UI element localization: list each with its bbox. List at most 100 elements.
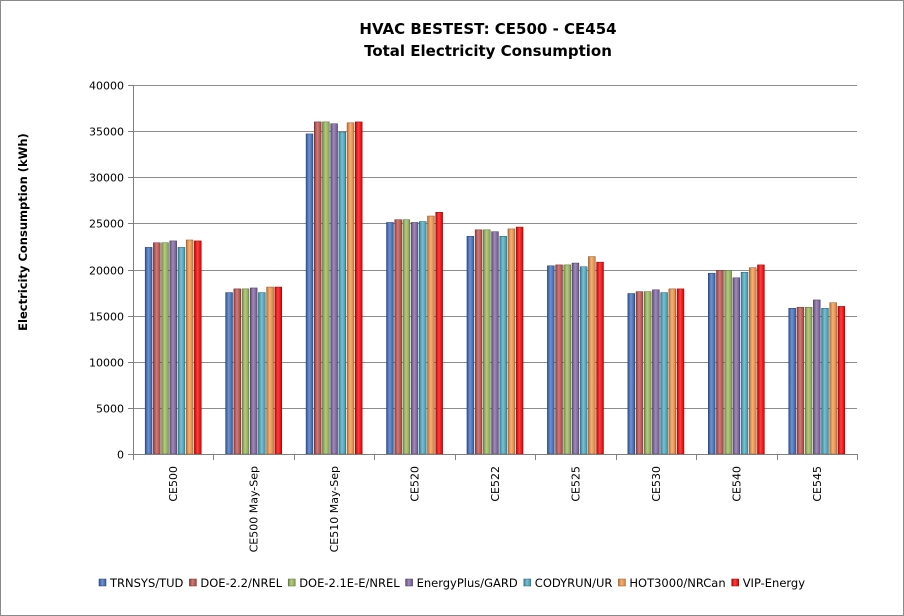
x-tick-label-ce500-may-sep: CE500 May-Sep xyxy=(248,466,261,552)
bar-doe-2-2-nrel-ce500-may-sep xyxy=(233,288,241,455)
axes xyxy=(133,85,857,455)
chart-title: HVAC BESTEST: CE500 - CE454 xyxy=(359,20,616,38)
y-axis-label: Electricity Consumption (kWh) xyxy=(16,133,30,331)
bar-trnsys-tud-ce545 xyxy=(788,308,796,455)
bar-codyrun-ur-ce500-may-sep xyxy=(258,292,266,455)
legend-label-doe-2-2-nrel: DOE-2.2/NREL xyxy=(200,576,282,590)
legend-label-hot3000-nrcan: HOT3000/NRCan xyxy=(629,576,725,590)
x-tick-label-ce500: CE500 xyxy=(167,466,180,502)
x-tick-label-ce540: CE540 xyxy=(730,466,743,502)
x-axis-ticks: CE500 CE500 May-Sep CE510 May-Sep CE520 CE52… xyxy=(133,454,858,552)
bar-hot3000-nrcan-ce500 xyxy=(185,239,194,455)
bar-hot3000-nrcan-ce545 xyxy=(829,302,837,455)
y-tick-label-0: 0 xyxy=(117,449,124,462)
x-tick-label-ce522: CE522 xyxy=(489,466,502,502)
bar-vip-energy-ce522 xyxy=(515,226,524,455)
bar-codyrun-ur-ce500 xyxy=(177,247,186,455)
bar-doe-2-1e-e-nrel-ce500-may-sep xyxy=(241,288,250,455)
bar-trnsys-tud-ce510-may-sep xyxy=(305,133,314,455)
legend: TRNSYS/TUD DOE-2.2/NREL DOE-2.1E-E/NREL Ene… xyxy=(98,576,806,590)
x-tick-label-ce510-may-sep: CE510 May-Sep xyxy=(328,466,341,552)
legend-label-trnsys-tud: TRNSYS/TUD xyxy=(109,576,184,590)
legend-swatch-vip-energy xyxy=(731,578,739,587)
y-tick-label-40000: 40000 xyxy=(89,80,124,93)
bar-doe-2-2-nrel-ce540 xyxy=(716,270,724,455)
bar-energyplus-gard-ce500-may-sep xyxy=(249,287,258,455)
bar-hot3000-nrcan-ce500-may-sep xyxy=(266,286,274,455)
bar-trnsys-tud-ce500 xyxy=(144,247,153,455)
bar-doe-2-1e-e-nrel-ce545 xyxy=(804,307,813,455)
y-tick-label-5000: 5000 xyxy=(96,403,124,416)
bar-hot3000-nrcan-ce510-may-sep xyxy=(346,122,355,455)
bar-doe-2-1e-e-nrel-ce540 xyxy=(724,270,732,455)
bar-doe-2-1e-e-nrel-ce520 xyxy=(402,219,411,455)
bar-energyplus-gard-ce500 xyxy=(169,240,177,455)
bar-doe-2-2-nrel-ce510-may-sep xyxy=(314,121,322,455)
bar-doe-2-2-nrel-ce525 xyxy=(555,264,563,455)
legend-swatch-hot3000-nrcan xyxy=(618,578,626,587)
bar-energyplus-gard-ce540 xyxy=(732,277,741,455)
x-tick-label-ce545: CE545 xyxy=(811,466,824,502)
bar-codyrun-ur-ce530 xyxy=(660,292,668,455)
bar-codyrun-ur-ce545 xyxy=(821,308,829,455)
legend-label-vip-energy: VIP-Energy xyxy=(743,576,806,590)
y-tick-label-35000: 35000 xyxy=(89,126,124,139)
bar-doe-2-1e-e-nrel-ce510-may-sep xyxy=(322,121,330,455)
bar-hot3000-nrcan-ce530 xyxy=(668,288,676,455)
bar-trnsys-tud-ce500-may-sep xyxy=(225,292,233,455)
legend-swatch-codyrun-ur xyxy=(523,578,532,587)
y-tick-label-30000: 30000 xyxy=(89,172,124,185)
bar-vip-energy-ce545 xyxy=(837,306,846,455)
bar-vip-energy-ce530 xyxy=(676,288,685,455)
bar-energyplus-gard-ce510-may-sep xyxy=(330,123,338,455)
bar-energyplus-gard-ce530 xyxy=(652,289,660,455)
bars xyxy=(144,121,846,455)
bar-codyrun-ur-ce525 xyxy=(579,266,588,455)
bar-trnsys-tud-ce522 xyxy=(466,236,475,455)
bar-vip-energy-ce540 xyxy=(757,264,765,455)
bar-vip-energy-ce510-may-sep xyxy=(355,121,363,455)
bar-energyplus-gard-ce520 xyxy=(410,222,419,455)
legend-label-doe-2-1e-e-nrel: DOE-2.1E-E/NREL xyxy=(299,576,400,590)
bar-doe-2-2-nrel-ce545 xyxy=(796,307,805,455)
bar-doe-2-1e-e-nrel-ce530 xyxy=(643,291,652,455)
bar-trnsys-tud-ce525 xyxy=(547,265,555,455)
y-tick-label-25000: 25000 xyxy=(89,218,124,231)
chart-subtitle: Total Electricity Consumption xyxy=(364,42,612,60)
bar-trnsys-tud-ce520 xyxy=(386,222,394,455)
bar-doe-2-1e-e-nrel-ce525 xyxy=(563,264,571,455)
bar-doe-2-2-nrel-ce520 xyxy=(394,219,402,455)
bar-doe-2-2-nrel-ce500 xyxy=(153,242,161,455)
bar-doe-2-2-nrel-ce530 xyxy=(635,291,644,455)
bar-doe-2-1e-e-nrel-ce522 xyxy=(483,229,491,455)
bar-vip-energy-ce500 xyxy=(194,240,202,455)
legend-swatch-energyplus-gard xyxy=(405,578,413,587)
legend-swatch-trnsys-tud xyxy=(98,578,107,587)
x-tick-label-ce525: CE525 xyxy=(569,466,582,502)
legend-swatch-doe-2-2-nrel xyxy=(189,578,197,587)
bar-energyplus-gard-ce545 xyxy=(813,299,821,455)
bar-codyrun-ur-ce540 xyxy=(740,272,749,455)
bar-vip-energy-ce520 xyxy=(435,212,443,455)
x-tick-label-ce520: CE520 xyxy=(409,466,422,502)
bar-codyrun-ur-ce522 xyxy=(499,236,507,455)
bar-hot3000-nrcan-ce522 xyxy=(507,228,516,455)
bar-doe-2-1e-e-nrel-ce500 xyxy=(161,242,169,455)
legend-swatch-doe-2-1e-e-nrel xyxy=(287,578,296,587)
bar-trnsys-tud-ce540 xyxy=(708,272,716,455)
legend-label-codyrun-ur: CODYRUN/UR xyxy=(535,576,613,590)
y-axis-ticks: 0 5000 10000 15000 20000 25000 30000 35000 40000 xyxy=(89,80,133,462)
x-tick-label-ce530: CE530 xyxy=(650,466,663,502)
bar-hot3000-nrcan-ce520 xyxy=(427,215,435,455)
legend-label-energyplus-gard: EnergyPlus/GARD xyxy=(417,576,518,590)
bar-energyplus-gard-ce525 xyxy=(571,262,580,455)
bar-codyrun-ur-ce520 xyxy=(419,221,427,455)
y-tick-label-15000: 15000 xyxy=(89,311,124,324)
bar-vip-energy-ce525 xyxy=(596,261,604,455)
y-tick-label-20000: 20000 xyxy=(89,265,124,278)
bar-hot3000-nrcan-ce525 xyxy=(588,256,596,455)
bar-trnsys-tud-ce530 xyxy=(627,293,635,455)
bar-energyplus-gard-ce522 xyxy=(491,231,499,455)
bar-codyrun-ur-ce510-may-sep xyxy=(338,131,347,455)
